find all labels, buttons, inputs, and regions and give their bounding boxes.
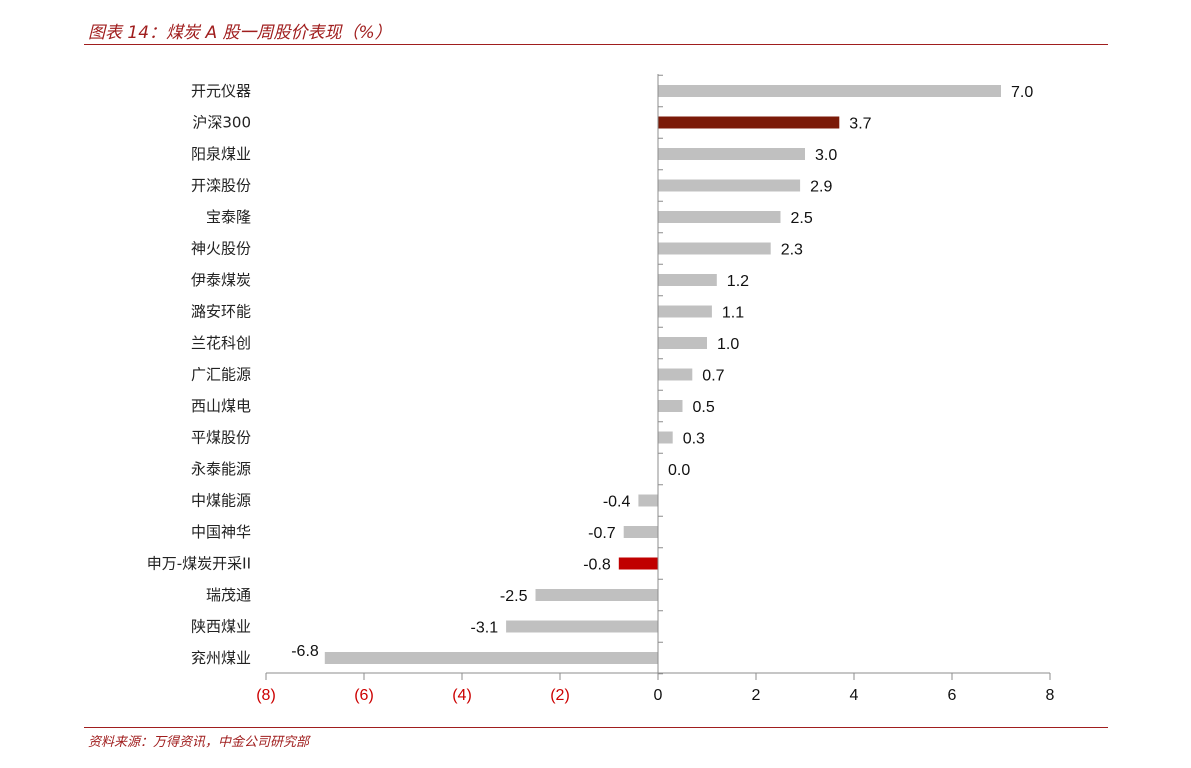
bar	[658, 274, 717, 286]
value-label: -0.7	[588, 525, 616, 542]
value-label: 0.5	[693, 399, 715, 416]
x-tick-label: (4)	[452, 687, 472, 704]
title-divider	[84, 44, 1108, 45]
bar	[618, 557, 658, 570]
source-divider	[84, 727, 1108, 728]
bar	[324, 652, 658, 664]
bar	[506, 620, 658, 633]
category-label: 永泰能源	[191, 460, 251, 478]
value-label: -6.8	[291, 643, 319, 660]
bar	[623, 526, 658, 538]
x-tick-label: (2)	[550, 687, 570, 704]
x-tick-label: (6)	[354, 687, 374, 704]
category-label: 潞安环能	[191, 303, 251, 321]
value-label: 0.0	[668, 462, 690, 479]
category-label: 西山煤电	[191, 397, 251, 415]
value-label: 0.7	[702, 368, 724, 385]
bar	[658, 242, 771, 255]
x-tick-label: 0	[654, 687, 663, 704]
source-note: 资料来源：万得资讯，中金公司研究部	[88, 735, 310, 750]
value-label: 0.3	[683, 431, 705, 448]
value-label: 1.1	[722, 305, 744, 322]
category-label: 宝泰隆	[206, 208, 251, 226]
value-label: 1.0	[717, 336, 739, 353]
category-label: 中煤能源	[191, 492, 251, 510]
value-label: 2.5	[791, 210, 813, 227]
value-label: 3.0	[815, 147, 837, 164]
category-label: 阳泉煤业	[191, 145, 251, 163]
x-tick-label: (8)	[256, 687, 276, 704]
labels-layer: 开元仪器 7.0 沪深300 3.7 阳泉煤业 3.0 开滦股份 2.9 宝泰隆 2.5 神火股份 2…	[147, 82, 1034, 667]
bar	[658, 368, 693, 381]
value-label: 2.3	[781, 242, 803, 259]
x-tick-label: 4	[850, 687, 859, 704]
value-label: -0.4	[603, 494, 631, 511]
value-label: -0.8	[583, 557, 611, 574]
value-label: 7.0	[1011, 84, 1033, 101]
category-label: 平煤股份	[191, 429, 251, 447]
bar	[658, 400, 683, 412]
bars-layer	[324, 85, 1001, 664]
bar	[658, 431, 673, 444]
x-tick-label: 6	[948, 687, 957, 704]
bar	[658, 85, 1001, 97]
bar	[658, 337, 707, 349]
category-label: 中国神华	[191, 523, 251, 541]
value-label: -2.5	[500, 588, 528, 605]
category-label: 瑞茂通	[206, 586, 251, 604]
category-label: 伊泰煤炭	[191, 271, 251, 289]
bar	[535, 589, 658, 601]
category-label: 申万-煤炭开采II	[147, 555, 251, 573]
x-tick-label: 2	[752, 687, 761, 704]
category-label: 广汇能源	[191, 366, 251, 384]
axes-layer: (8) (6) (4) (2) 0 2 4 6 8	[256, 74, 1055, 704]
x-tick-label: 8	[1046, 687, 1055, 704]
bar	[658, 148, 805, 160]
value-label: -3.1	[471, 620, 499, 637]
bar	[658, 179, 801, 192]
category-label: 开滦股份	[191, 177, 251, 195]
category-label: 陕西煤业	[191, 618, 251, 636]
bar	[638, 494, 658, 507]
bar	[658, 305, 712, 318]
category-label: 开元仪器	[191, 82, 251, 100]
category-label: 兖州煤业	[191, 649, 251, 667]
value-label: 1.2	[727, 273, 749, 290]
figure-title: 图表 14：煤炭 A 股一周股价表现（%）	[88, 23, 392, 43]
bar	[658, 116, 840, 129]
category-label: 沪深300	[192, 114, 251, 132]
category-label: 兰花科创	[191, 334, 251, 352]
value-label: 3.7	[849, 116, 871, 133]
bar	[658, 211, 781, 223]
category-label: 神火股份	[191, 240, 251, 258]
value-label: 2.9	[810, 179, 832, 196]
